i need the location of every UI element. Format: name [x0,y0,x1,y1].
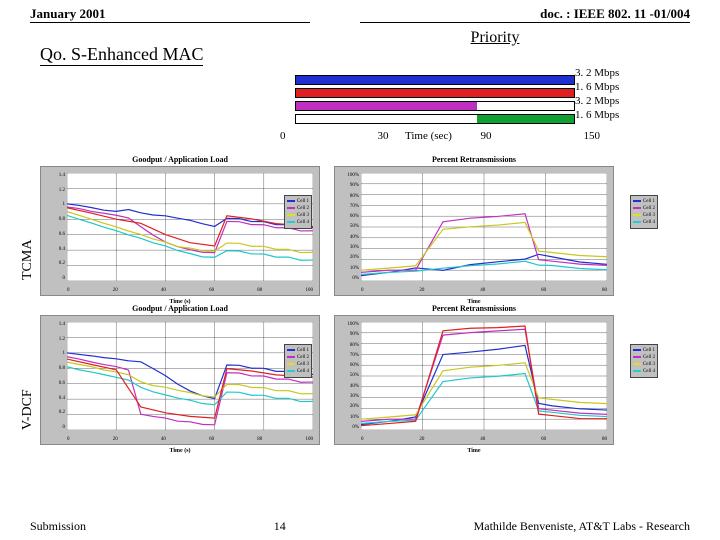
vdcf-goodput-chart: Goodput / Application Load 1.41.210.80.6… [40,304,320,445]
tcma-goodput-chart: Goodput / Application Load 1.41.210.80.6… [40,155,320,296]
legend-bar [295,114,575,124]
top-legend-xaxis: 0 30 Time (sec) 90 150 [280,130,600,142]
header: January 2001 doc. : IEEE 802. 11 -01/004 [0,0,720,23]
page-title: Qo. S-Enhanced MAC [40,44,203,66]
side-label-tcma: TCMA [20,240,36,280]
legend-rate-label: 1. 6 Mbps [575,80,619,94]
chart-legend: Cell 1Cell 2Cell 3Cell 4 [284,195,312,229]
legend-rate-label: 3. 2 Mbps [575,94,619,108]
top-legend-bars [295,72,575,127]
top-legend-labels: 3. 2 Mbps1. 6 Mbps3. 2 Mbps1. 6 Mbps [575,66,619,122]
footer-left: Submission [30,519,86,534]
footer: Submission 14 Mathilde Benveniste, AT&T … [30,519,690,534]
legend-rate-label: 3. 2 Mbps [575,66,619,80]
header-left: January 2001 [30,6,310,23]
tcma-retrans-chart: Percent Retransmissions 100%90%80%70%60%… [334,155,614,296]
footer-right: Mathilde Benveniste, AT&T Labs - Researc… [474,519,690,534]
priority-label: Priority [270,29,720,47]
legend-rate-label: 1. 6 Mbps [575,108,619,122]
legend-bar [295,101,575,111]
charts-grid: Goodput / Application Load 1.41.210.80.6… [40,155,700,453]
vdcf-retrans-chart: Percent Retransmissions 100%90%80%70%60%… [334,304,614,445]
footer-center: 14 [274,519,286,534]
chart-legend: Cell 1Cell 2Cell 3Cell 4 [284,344,312,378]
side-label-vdcf: V-DCF [20,389,36,430]
chart-legend: Cell 1Cell 2Cell 3Cell 4 [630,195,658,229]
header-right: doc. : IEEE 802. 11 -01/004 [360,6,690,23]
chart-legend: Cell 1Cell 2Cell 3Cell 4 [630,344,658,378]
legend-bar [295,75,575,85]
legend-bar [295,88,575,98]
